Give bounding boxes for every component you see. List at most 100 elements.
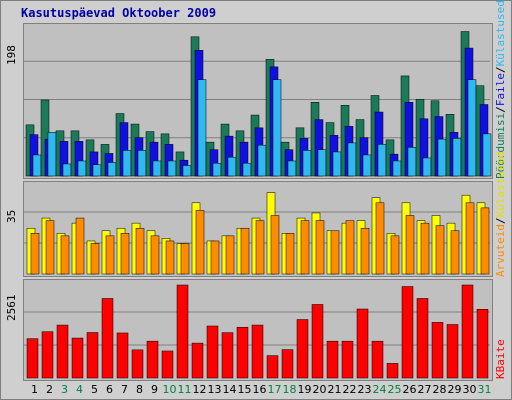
bar-kbaite	[131, 349, 144, 379]
bar-arvuteid	[180, 243, 190, 275]
chart-title: Kasutuspäevad Oktoober 2009	[21, 6, 217, 20]
x-tick-label: 16	[252, 383, 267, 396]
bar-arvuteid	[390, 235, 400, 275]
bar-arvuteid	[405, 215, 415, 275]
bar-kulastused	[167, 160, 177, 177]
x-tick-label: 3	[61, 383, 68, 396]
x-tick-label: 10	[162, 383, 177, 396]
bar-kbaite	[371, 340, 384, 379]
bar-arvuteid	[480, 207, 490, 275]
bar-kulastused	[332, 151, 342, 177]
x-tick-label: 12	[192, 383, 207, 396]
bar-kbaite	[266, 355, 279, 379]
x-tick-label: 31	[477, 383, 492, 396]
bar-arvuteid	[435, 225, 445, 275]
bar-kulastused	[482, 133, 492, 177]
bar-kulastused	[62, 163, 72, 177]
bar-kulastused	[302, 150, 312, 177]
bar-kulastused	[32, 154, 42, 177]
bar-kbaite	[416, 298, 429, 379]
bar-kbaite	[101, 298, 114, 379]
x-tick-label: 8	[136, 383, 143, 396]
x-tick-label: 17	[267, 383, 282, 396]
bar-kulastused	[242, 162, 252, 177]
bar-kbaite	[86, 332, 99, 379]
x-tick-label: 4	[76, 383, 83, 396]
bar-arvuteid	[30, 233, 40, 275]
bar-arvuteid	[465, 202, 475, 275]
bar-kbaite	[236, 326, 249, 379]
x-tick-label: 23	[357, 383, 372, 396]
bar-kbaite	[356, 308, 369, 379]
bar-kbaite	[191, 342, 204, 379]
x-tick-label: 7	[121, 383, 128, 396]
bar-kbaite	[476, 309, 489, 379]
x-tick-label: 6	[106, 383, 113, 396]
bar-kulastused	[122, 150, 132, 177]
bar-arvuteid	[75, 217, 85, 275]
bar-arvuteid	[285, 233, 295, 275]
bar-arvuteid	[330, 230, 340, 275]
bar-kbaite	[221, 332, 234, 379]
bar-kulastused	[227, 156, 237, 177]
bar-kbaite	[161, 350, 174, 379]
bar-kbaite	[71, 337, 84, 379]
x-tick-label: 21	[327, 383, 342, 396]
bar-kulastused	[392, 160, 402, 177]
bar-kulastused	[92, 164, 102, 177]
bar-kbaite	[206, 325, 219, 379]
bar-kulastused	[152, 160, 162, 177]
bar-arvuteid	[45, 220, 55, 275]
bar-kbaite	[116, 332, 129, 379]
bar-arvuteid	[120, 233, 130, 275]
bar-kulastused	[272, 79, 282, 177]
bar-kulastused	[77, 160, 87, 177]
bar-kbaite	[176, 284, 189, 379]
x-tick-label: 2	[46, 383, 53, 396]
bar-kbaite	[251, 324, 264, 379]
bar-kbaite	[386, 363, 399, 379]
bar-arvuteid	[195, 210, 205, 275]
x-tick-label: 11	[177, 383, 192, 396]
bar-kbaite	[296, 319, 309, 379]
bar-arvuteid	[255, 220, 265, 275]
bar-kbaite	[446, 324, 459, 379]
bar-kulastused	[197, 79, 207, 177]
bar-kulastused	[347, 142, 357, 177]
bar-kbaite	[56, 324, 69, 379]
bar-kulastused	[407, 147, 417, 177]
bar-kbaite	[26, 338, 39, 379]
bar-kulastused	[452, 138, 462, 177]
bar-arvuteid	[210, 240, 220, 275]
bar-kbaite	[326, 340, 339, 379]
bar-kbaite	[341, 340, 354, 379]
bar-kbaite	[461, 284, 474, 379]
x-tick-label: 9	[151, 383, 158, 396]
x-axis-labels: 1 2 3 4 5 6 7 8 9 10 11 12 13 14 15 16 17 18 19 20 21 22 23 24 2…	[27, 383, 493, 397]
bar-arvuteid	[420, 222, 430, 275]
x-tick-label: 5	[91, 383, 98, 396]
bar-arvuteid	[360, 227, 370, 275]
x-tick-label: 25	[387, 383, 402, 396]
bar-kulastused	[137, 150, 147, 177]
x-tick-label: 26	[402, 383, 417, 396]
bar-kulastused	[257, 144, 267, 177]
x-tick-label: 24	[372, 383, 387, 396]
bar-arvuteid	[90, 243, 100, 275]
x-tick-label: 18	[282, 383, 297, 396]
x-tick-label: 27	[417, 383, 432, 396]
x-tick-label: 28	[432, 383, 447, 396]
bar-arvuteid	[60, 235, 70, 275]
bar-arvuteid	[300, 220, 310, 275]
bar-kulastused	[437, 138, 447, 177]
bar-kbaite	[41, 331, 54, 379]
bar-arvuteid	[135, 227, 145, 275]
x-tick-label: 13	[207, 383, 222, 396]
bar-kulastused	[317, 149, 327, 177]
x-tick-label: 20	[312, 383, 327, 396]
bar-kbaite	[281, 349, 294, 379]
bar-kulastused	[422, 157, 432, 177]
bar-arvuteid	[315, 220, 325, 275]
bar-kbaite	[401, 286, 414, 379]
bar-arvuteid	[270, 215, 280, 275]
